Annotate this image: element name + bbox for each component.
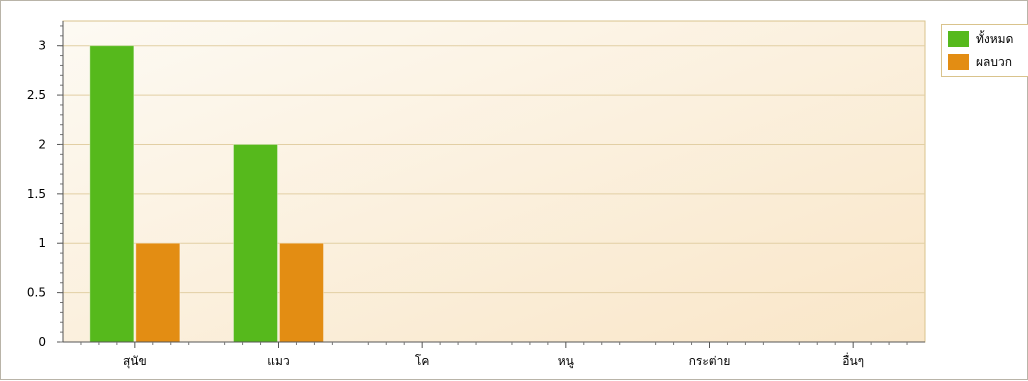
y-tick-label: 3 bbox=[38, 39, 46, 53]
legend-label-total: ทั้งหมด bbox=[976, 31, 1014, 46]
x-tick-label: แมว bbox=[267, 354, 289, 368]
y-tick-label: 2.5 bbox=[27, 88, 46, 102]
x-tick-label: อื่นๆ bbox=[842, 352, 864, 368]
y-tick-label: 1 bbox=[38, 236, 46, 250]
bar-total bbox=[233, 143, 278, 343]
bar-positive bbox=[135, 242, 181, 343]
bar-positive bbox=[279, 242, 324, 343]
legend-swatch-total bbox=[948, 31, 969, 47]
plot-area bbox=[62, 20, 926, 343]
x-tick-label: กระต่าย bbox=[689, 354, 731, 368]
y-tick-label: 0.5 bbox=[27, 286, 46, 300]
chart-legend: ทั้งหมด ผลบวก bbox=[941, 24, 1028, 77]
x-tick-label: หนู bbox=[558, 354, 574, 369]
legend-label-positive: ผลบวก bbox=[976, 54, 1013, 69]
bar-total bbox=[89, 45, 135, 343]
legend-item-total: ทั้งหมด bbox=[948, 29, 1013, 49]
x-tick-label: สุนัข bbox=[123, 354, 147, 369]
y-tick-label: 1.5 bbox=[27, 187, 46, 201]
legend-swatch-positive bbox=[948, 54, 969, 70]
x-tick-label: โค bbox=[415, 354, 429, 368]
legend-item-positive: ผลบวก bbox=[948, 52, 1012, 72]
y-tick-label: 0 bbox=[38, 335, 46, 349]
y-tick-label: 2 bbox=[38, 137, 46, 151]
